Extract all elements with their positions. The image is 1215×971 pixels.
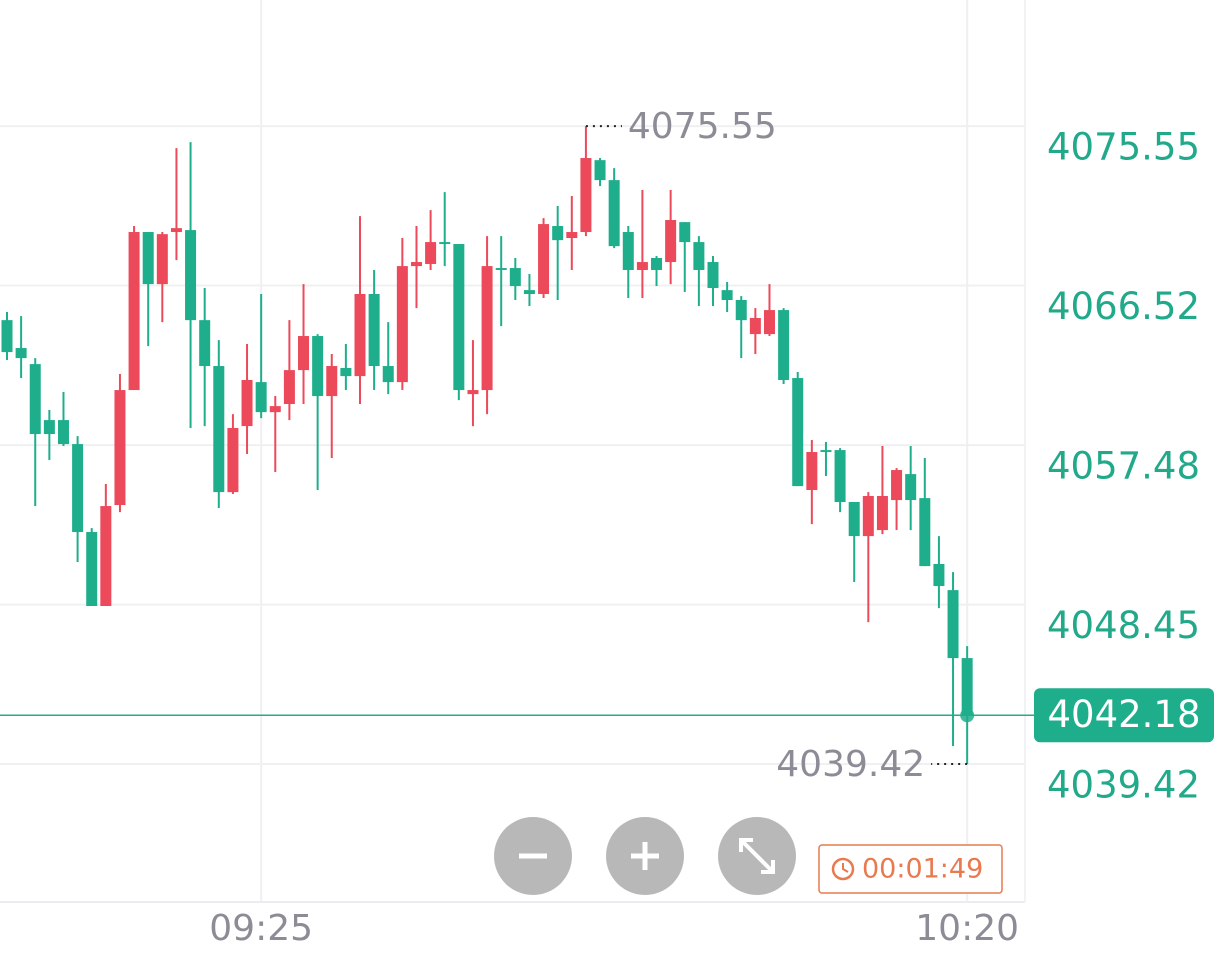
candle-body bbox=[862, 495, 874, 537]
candle-body bbox=[933, 563, 945, 587]
candle-body bbox=[396, 266, 408, 383]
y-tick-label: 4048.45 bbox=[1047, 604, 1200, 647]
candle-body bbox=[439, 242, 451, 245]
candle-body bbox=[580, 158, 592, 233]
plot: 4075.55 4066.52 4057.48 4048.45 4039.42 09:25… bbox=[0, 0, 1214, 949]
last-price-box bbox=[1034, 688, 1214, 743]
candle-body bbox=[552, 226, 564, 241]
y-tick-label: 4075.55 bbox=[1047, 126, 1200, 169]
candle-body bbox=[312, 336, 324, 397]
candle-body bbox=[29, 364, 41, 435]
last-price-dot bbox=[960, 708, 975, 723]
low-label: 4039.42 bbox=[776, 744, 925, 785]
candle-body bbox=[735, 300, 747, 321]
candle-body bbox=[891, 470, 903, 501]
candle-body bbox=[820, 450, 832, 453]
candle-body bbox=[495, 268, 507, 270]
candle-body bbox=[707, 262, 719, 288]
candle-body bbox=[622, 232, 634, 270]
candle-body bbox=[227, 428, 239, 493]
candle-body bbox=[410, 262, 422, 267]
candle-body bbox=[693, 242, 705, 270]
candle-body bbox=[848, 502, 860, 537]
candle-body bbox=[919, 498, 931, 567]
candle-body bbox=[834, 450, 846, 503]
candle-body bbox=[566, 232, 578, 239]
candle-body bbox=[128, 232, 140, 391]
candle-body bbox=[876, 495, 888, 531]
candle-body bbox=[749, 318, 761, 335]
candle-body bbox=[467, 390, 479, 395]
x-tick-label: 10:20 bbox=[915, 908, 1019, 949]
candle-body bbox=[905, 474, 917, 501]
candle-body bbox=[298, 336, 310, 371]
candle-body bbox=[509, 268, 521, 287]
timer-text: 00:01:49 bbox=[862, 854, 983, 885]
candle-body bbox=[961, 658, 973, 716]
fullscreen-button[interactable] bbox=[718, 817, 796, 895]
y-tick-label: 4057.48 bbox=[1047, 445, 1200, 488]
countdown-timer: 00:01:49 bbox=[818, 844, 1003, 894]
candle-body bbox=[255, 382, 267, 413]
zoom-out-button[interactable] bbox=[494, 817, 572, 895]
candle-body bbox=[425, 242, 437, 264]
candle-body bbox=[326, 366, 338, 397]
candle-body bbox=[721, 290, 733, 300]
candle-body bbox=[453, 244, 465, 391]
candle-body bbox=[156, 234, 168, 285]
candle-body bbox=[43, 420, 55, 435]
candle-body bbox=[382, 366, 394, 383]
candle-body bbox=[679, 222, 691, 243]
candle-body bbox=[72, 444, 84, 533]
candle-body bbox=[114, 390, 126, 506]
last-price-label: 4042.18 bbox=[1047, 693, 1200, 736]
candle-body bbox=[283, 370, 295, 405]
high-label: 4075.55 bbox=[628, 106, 777, 147]
candle-body bbox=[15, 348, 27, 359]
candle-body bbox=[481, 266, 493, 391]
candle-body bbox=[594, 160, 606, 181]
candle-body bbox=[86, 532, 98, 607]
candle-body bbox=[947, 590, 959, 659]
candle-body bbox=[538, 224, 550, 294]
candle-body bbox=[185, 230, 197, 321]
candle-body bbox=[100, 506, 112, 607]
candle-body bbox=[142, 232, 154, 285]
candle-body bbox=[241, 379, 253, 427]
candle-body bbox=[608, 180, 620, 247]
candle-body bbox=[778, 310, 790, 380]
candle-body bbox=[665, 220, 677, 263]
y-tick-label: 4066.52 bbox=[1047, 285, 1200, 328]
candle-body bbox=[523, 290, 535, 294]
candle-body bbox=[213, 366, 225, 493]
candle-body bbox=[636, 262, 648, 270]
x-tick-label: 09:25 bbox=[209, 908, 313, 949]
candle-body bbox=[368, 293, 380, 367]
candle-body bbox=[651, 257, 663, 270]
candle-body bbox=[57, 420, 69, 445]
candle-body bbox=[269, 406, 281, 413]
candle-body bbox=[199, 320, 211, 367]
candle-body bbox=[792, 378, 804, 487]
candle-body bbox=[806, 452, 818, 490]
y-tick-label: 4039.42 bbox=[1047, 764, 1200, 807]
candle-body bbox=[170, 228, 182, 233]
zoom-in-button[interactable] bbox=[606, 817, 684, 895]
candle-body bbox=[354, 293, 366, 377]
candle-body bbox=[1, 320, 13, 353]
candle-body bbox=[763, 310, 775, 335]
candle-body bbox=[340, 367, 352, 377]
